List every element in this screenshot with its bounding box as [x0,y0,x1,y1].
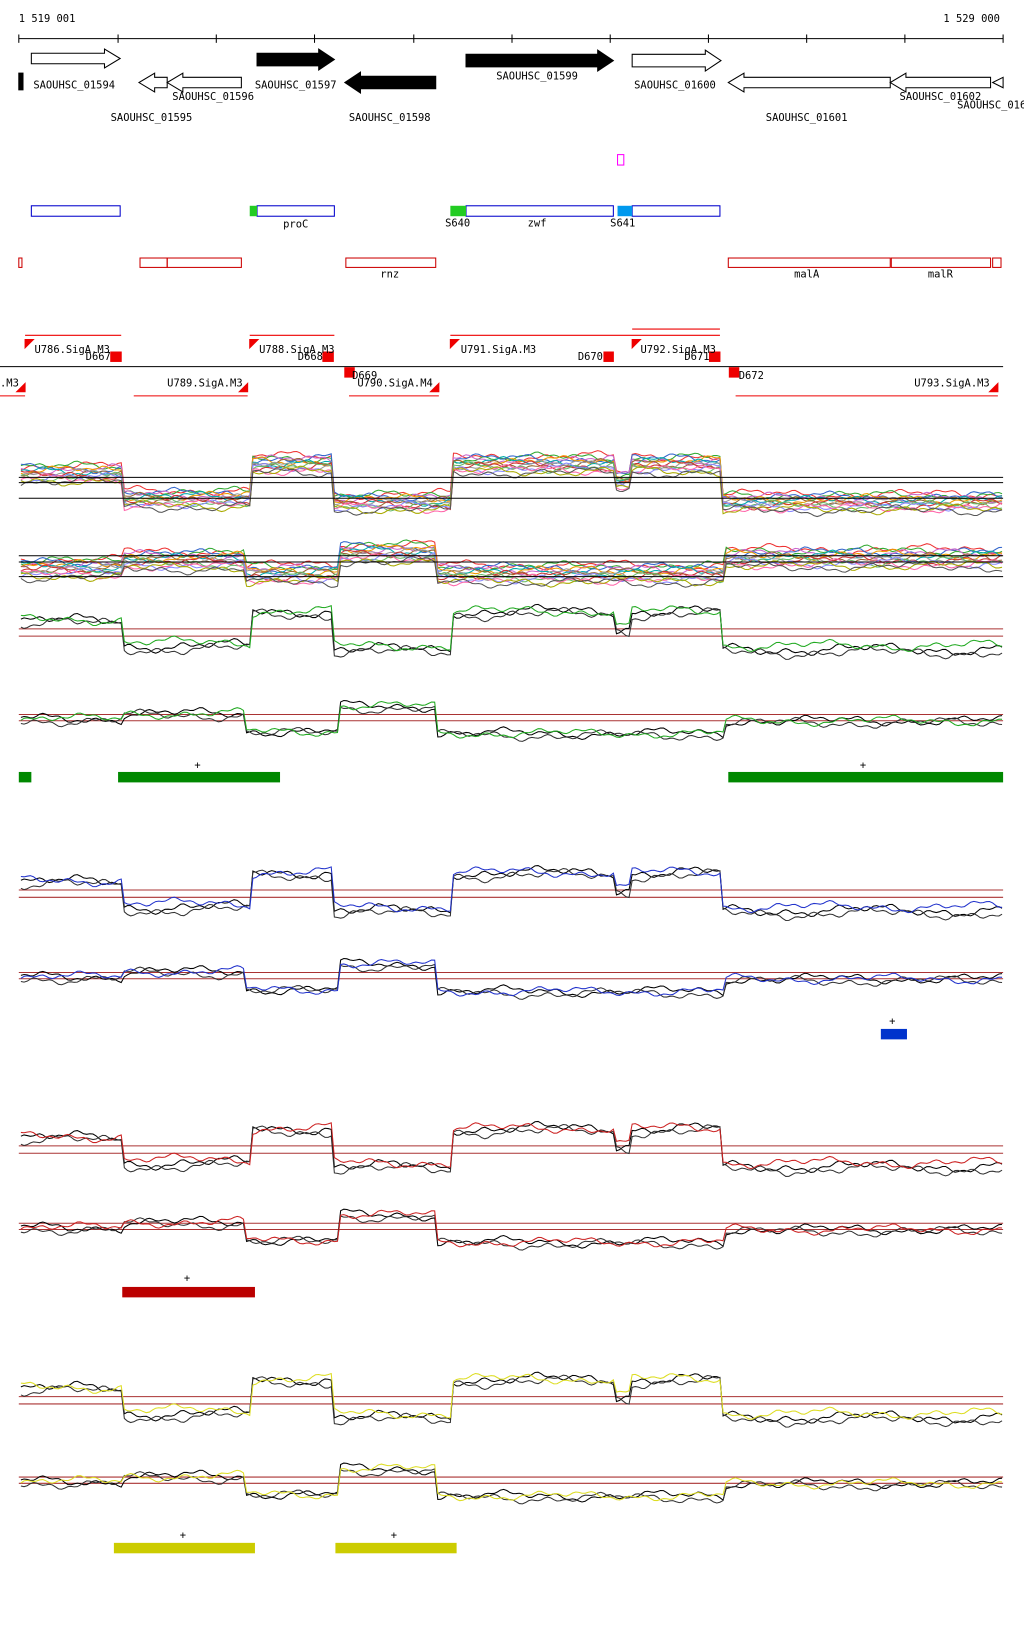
trace [20,463,1003,514]
trace [20,539,1003,571]
segment-mark: + [184,1273,190,1285]
gene-label: SAOUHSC_01599 [496,70,578,82]
ruler-end: 1 529 000 [943,13,1000,25]
gene-label: SAOUHSC_01601 [766,112,848,124]
trace [20,1463,1003,1502]
trace [20,465,1003,516]
trace [20,541,1003,575]
trace [20,606,1003,660]
trace [20,458,1003,508]
trace [20,1374,1003,1428]
gene-label: SAOUHSC_01594 [33,80,115,92]
segment-mark: + [889,1016,895,1028]
trace [20,539,1003,573]
marker [617,154,625,166]
promoter-label: D670 [578,351,603,363]
segment-mark: + [391,1530,397,1542]
promoter-label: D667 [86,351,111,363]
feature-label: rnz [380,269,399,281]
segment-mark: + [180,1530,186,1542]
segment-mark: + [194,760,200,772]
trace [20,1123,1003,1177]
trace [20,701,1003,739]
feature-label: proC [283,219,308,231]
blue-features [30,205,721,217]
promoter-lines [0,328,1004,397]
gene-label: SAOUHSC_01600 [634,80,716,92]
promoter-label: U788.SigA.M3 [259,344,334,356]
gene-label: SAOUHSC_01597 [255,80,337,92]
trace [20,868,1003,922]
trace [20,1122,1003,1170]
feature-label: malR [928,269,954,281]
ruler [18,34,1004,43]
gene-label: SAOUHSC_01602 [900,91,982,103]
promoter-label: D671 [684,351,709,363]
gene-arrows [18,48,1004,94]
segment-mark: + [860,760,866,772]
feature-label: malA [794,269,820,281]
promoter-label: U786.SigA.M3 [34,344,109,356]
feature-label: S640 [445,218,470,230]
trace [20,558,1003,588]
promoter-label: D668 [298,351,323,363]
expression-tracks [18,450,1004,1505]
promoter-label: U789.SigA.M3 [167,377,242,389]
red-features [18,257,1002,268]
promoter-label: .M3 [0,377,19,389]
ruler-start: 1 519 001 [19,13,76,25]
gene-label: SAOUHSC_01596 [172,91,254,103]
trace [20,605,1003,653]
gene-label: SAOUHSC_01595 [111,112,193,124]
trace [20,455,1003,506]
trace [20,553,1003,587]
trace [20,1372,1003,1420]
promoter-label: U791.SigA.M3 [461,344,536,356]
trace [20,453,1003,503]
segment-bars [18,771,1004,1554]
trace [20,551,1003,585]
trace [20,549,1003,582]
feature-label: S641 [610,218,635,230]
promoter-label: D669 [352,370,377,382]
promoter-label: U793.SigA.M3 [914,377,989,389]
trace [20,1209,1003,1248]
promoter-label: U792.SigA.M3 [641,344,716,356]
trace [20,556,1003,589]
promoter-label: U790.SigA.M4 [357,377,432,389]
trace [20,866,1003,914]
gene-label: SAOUHSC_016 [957,100,1024,112]
feature-label: zwf [528,218,547,230]
gene-label: SAOUHSC_01598 [349,112,431,124]
promoter-label: D672 [739,370,764,382]
trace [20,959,1003,997]
